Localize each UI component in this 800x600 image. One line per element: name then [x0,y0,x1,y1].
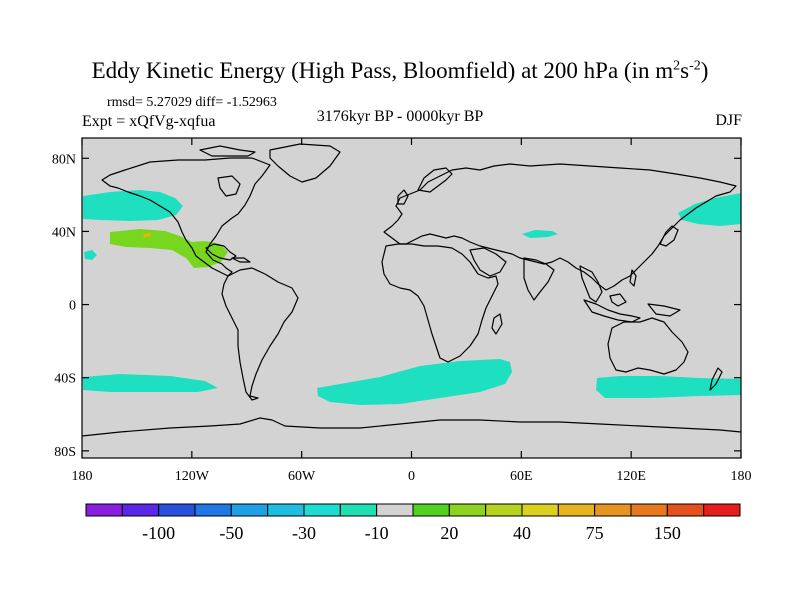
coast-australia [607,317,689,375]
colorbar-swatch [194,503,232,517]
colorbar-swatch [557,503,596,517]
lon-label: 120E [616,469,646,484]
anomaly-north-pacific [83,190,183,221]
coast-india [523,257,555,301]
coast-southeast-asia [579,265,603,303]
coast-gulf-mexico [205,243,237,261]
anomaly-south-pacific [83,374,218,392]
season-label: DJF [715,112,742,129]
anomaly-northwest-pacific [678,193,741,226]
lat-label: 0 [69,299,76,314]
colorbar-label: 40 [513,523,531,543]
period-label: 3176kyr BP - 0000kyr BP [316,108,484,125]
anomaly-south-of-australia [596,376,741,398]
lat-label: 80N [52,152,76,167]
lon-label: 120W [175,469,210,484]
anomaly-hawaii-patch [84,250,97,260]
lat-label: 40S [54,372,76,387]
coast-south-america [221,267,299,401]
colorbar-label: -100 [142,523,175,543]
coast-borneo [609,293,627,307]
coast-caribbean [231,257,251,263]
colorbar-swatch [267,503,305,517]
stats-label: rmsd= 5.27029 diff= -1.52963 [107,95,277,110]
colorbar-swatch [630,503,668,517]
coast-madagascar [491,313,503,335]
lon-label: 0 [408,469,415,484]
coast-europe [383,163,737,291]
colorbar-swatch [521,503,559,517]
coast-north-america [101,157,271,277]
colorbar-swatch [666,503,705,517]
coast-antarctica [81,417,742,437]
coast-scandinavia [417,167,453,193]
lon-label: 180 [72,469,93,484]
colorbar-swatch [158,503,196,517]
axes: 80N 40N 0 40S 80S 180 120W 60W 0 60E 120E 180 [52,138,752,484]
lon-label: 180 [731,469,752,484]
colorbar-swatch [339,503,378,517]
ocean-background [82,138,741,458]
colorbar-label: 20 [440,523,458,543]
experiment-label: Expt = xQfVg-xqfua [82,113,216,130]
colorbar: -100 -50 -30 -10 20 40 75 150 [85,503,741,543]
coast-greenland [269,143,341,183]
colorbar-label: -50 [219,523,243,543]
colorbar-swatch [303,503,341,517]
coast-japan [659,225,679,247]
colorbar-swatch [412,503,450,517]
anomaly-southern-atlantic-indian [317,359,512,405]
lat-label: 40N [52,225,76,240]
colorbar-swatch [448,503,487,517]
coast-arctic-islands [199,145,256,157]
colorbar-swatch [230,503,269,517]
colorbar-label: 75 [586,523,604,543]
lat-label: 80S [54,445,76,460]
colorbar-label: -10 [365,523,389,543]
colorbar-swatch [121,503,160,517]
lon-label: 60E [510,469,533,484]
coast-arabia [469,247,507,277]
coast-africa [381,243,499,363]
coast-new-guinea [647,303,681,317]
colorbar-swatch [594,503,632,517]
colorbar-swatch [376,503,414,517]
colorbar-swatch [85,503,123,517]
coast-hudson-bay [217,175,241,197]
coast-uk [397,189,409,205]
coastlines [81,143,742,437]
coast-philippines [629,269,637,287]
anomaly-central-asia [522,230,558,238]
coast-new-zealand [709,367,723,391]
colorbar-swatch [703,503,741,517]
colorbar-label: 150 [654,523,681,543]
anomaly-subtropical-east-pacific-core [143,233,151,237]
lon-label: 60W [288,469,316,484]
chart-title: Eddy Kinetic Energy (High Pass, Bloomfie… [91,58,709,83]
colorbar-label: -30 [292,523,316,543]
coast-indonesia [583,299,641,323]
colorbar-swatch [485,503,523,517]
